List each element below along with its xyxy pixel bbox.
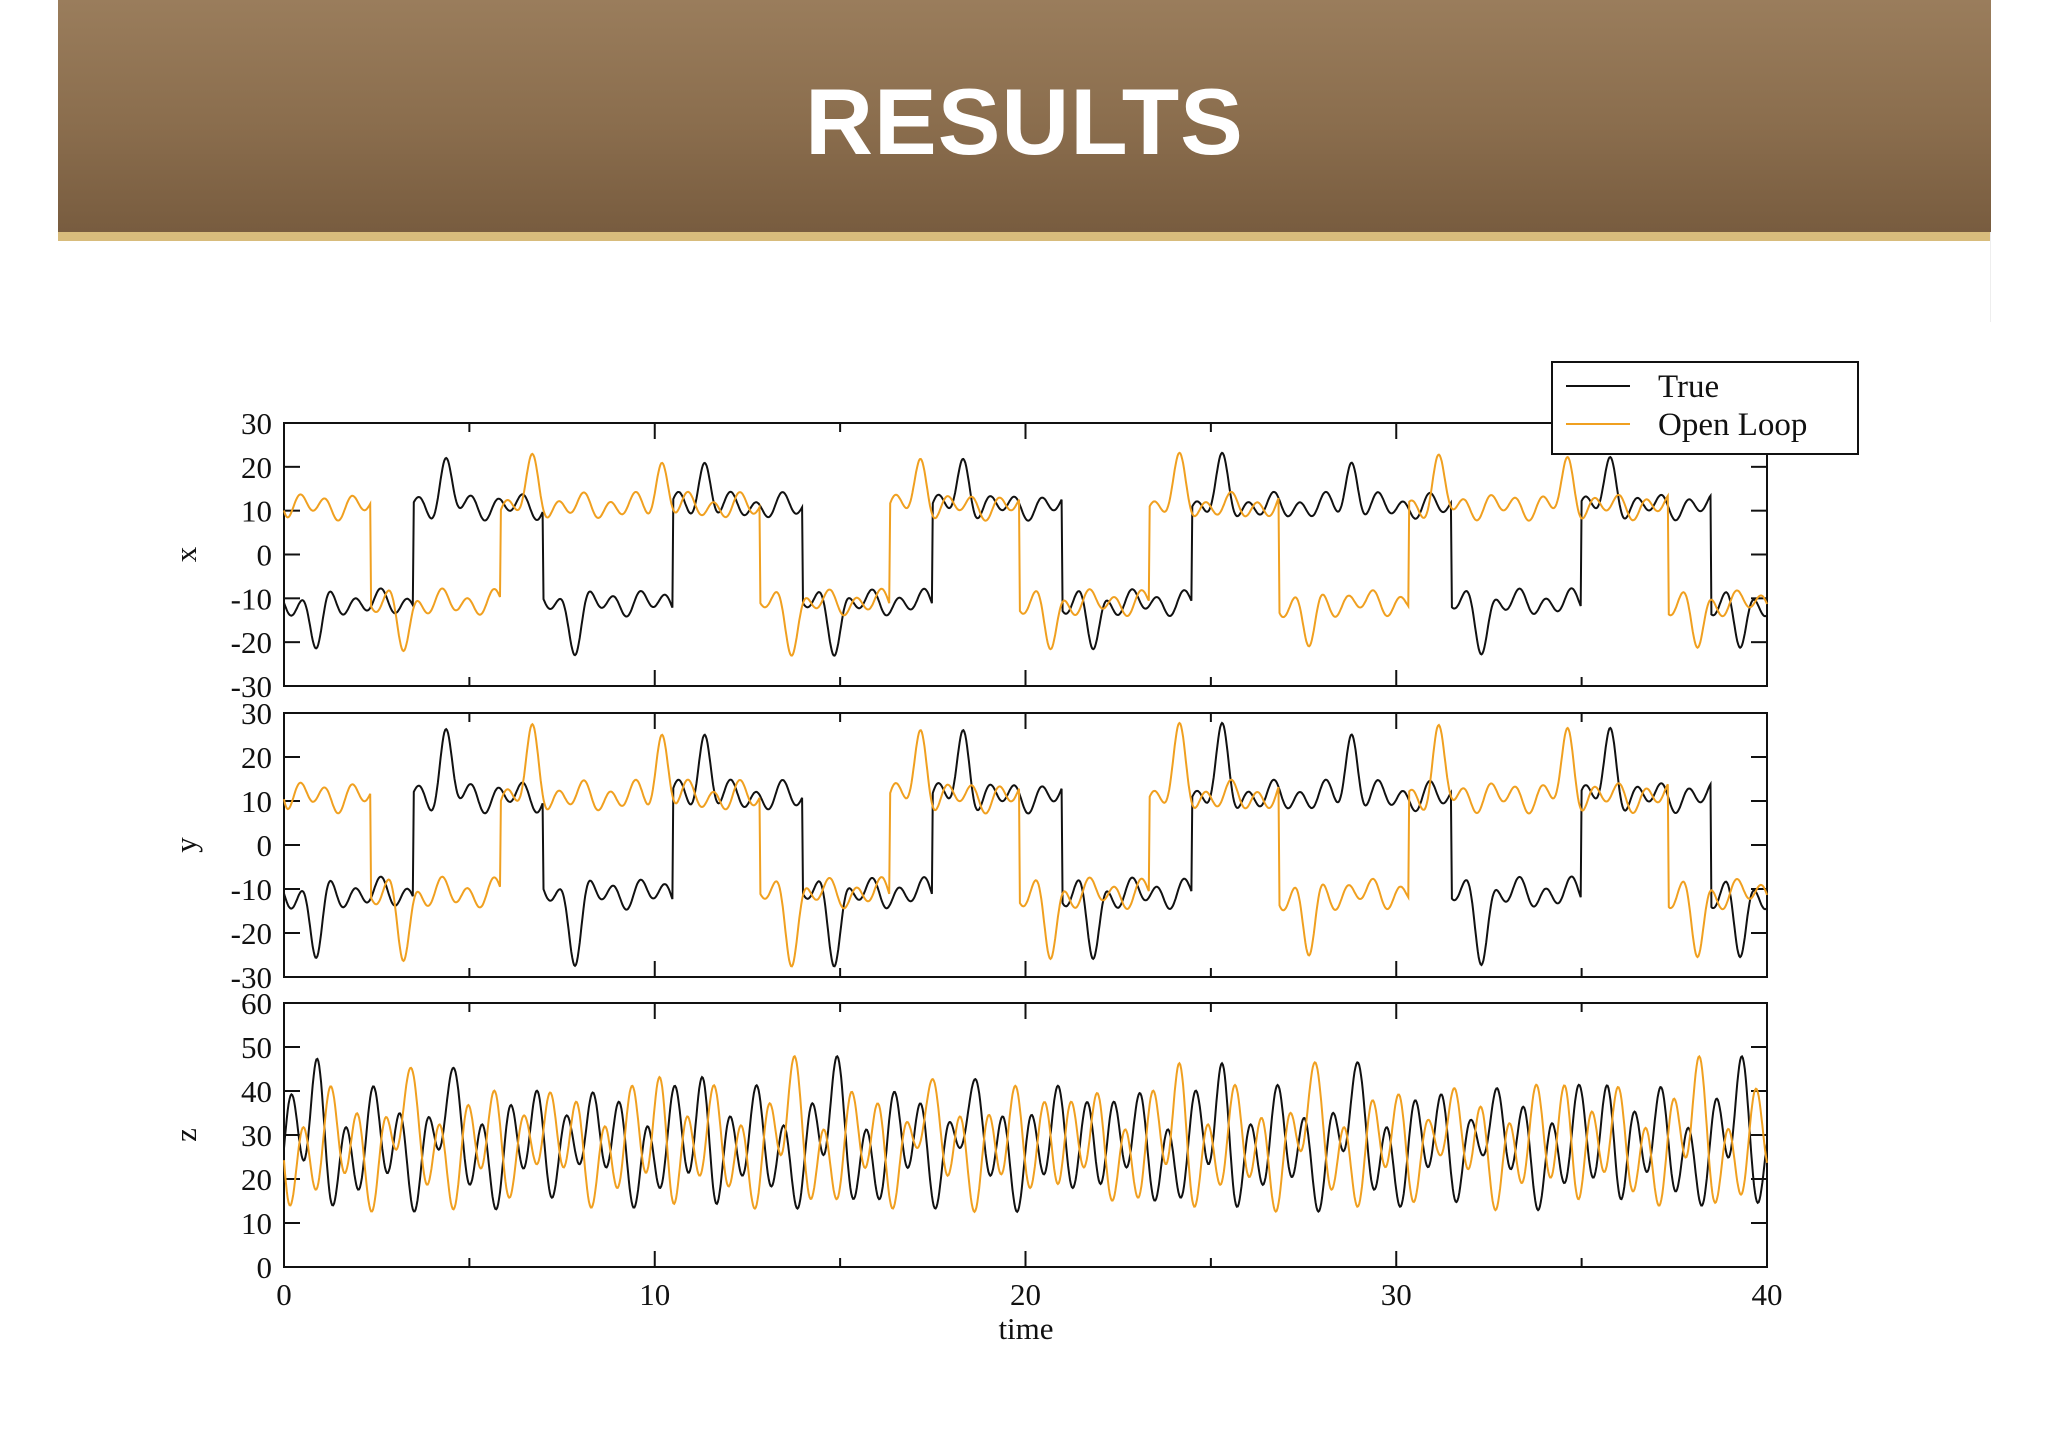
- slide-title: RESULTS: [805, 69, 1244, 174]
- slide-edge-line: [1990, 232, 1991, 322]
- legend: True Open Loop: [1551, 361, 1859, 455]
- panel-frame: [283, 1002, 1768, 1268]
- y-axis-title-x: x: [168, 546, 203, 562]
- y-tick-label: 20: [241, 450, 272, 485]
- y-tick-label: 50: [241, 1030, 272, 1065]
- y-tick-label: -20: [231, 625, 272, 660]
- y-axis-title-z: z: [168, 1128, 203, 1142]
- panel-x: 30 20 10 0 -10 -20 -30 x: [168, 406, 1768, 704]
- y-tick-label: 0: [257, 1250, 273, 1285]
- y-tick-label: 60: [241, 986, 272, 1021]
- x-tick-label: 10: [639, 1277, 670, 1312]
- panel-frame: [283, 422, 1768, 687]
- y-tick-label: 0: [257, 538, 273, 573]
- x-tick-label: 30: [1381, 1277, 1412, 1312]
- y-tick-label: 10: [241, 1206, 272, 1241]
- y-tick-label: 10: [241, 784, 272, 819]
- y-tick-label: -20: [231, 916, 272, 951]
- series-line-true-x: [283, 451, 1768, 657]
- y-tick-label: -10: [231, 872, 272, 907]
- x-tick-label: 40: [1752, 1277, 1783, 1312]
- panel-y: 30 20 10 0 -10 -20 -30 y: [168, 696, 1768, 995]
- title-band: RESULTS: [58, 0, 1991, 241]
- x-axis-title: time: [998, 1311, 1053, 1346]
- y-tick-label: 10: [241, 494, 272, 529]
- y-tick-label: 20: [241, 1162, 272, 1197]
- x-tick-label: 20: [1010, 1277, 1041, 1312]
- series-line-open-loop-y: [283, 721, 1768, 968]
- chart-panels: 30 20 10 0 -10 -20 -30 x 30 20 10 0 -10 -20 -30 y 60 50 40…: [168, 406, 1768, 1285]
- series-line-true-z: [283, 1054, 1768, 1214]
- series-line-open-loop-z: [283, 1054, 1768, 1214]
- y-tick-label: 30: [241, 406, 272, 441]
- y-tick-label: 0: [257, 828, 273, 863]
- legend-open-loop-label: Open Loop: [1658, 407, 1807, 443]
- legend-box: [1551, 361, 1859, 455]
- y-tick-label: 30: [241, 696, 272, 731]
- y-tick-label: 20: [241, 740, 272, 775]
- panel-z: 60 50 40 30 20 10 0 z: [168, 986, 1768, 1285]
- series-line-true-y: [283, 721, 1768, 968]
- y-tick-label: 30: [241, 1118, 272, 1153]
- y-tick-label: -30: [231, 669, 272, 704]
- y-tick-label: -10: [231, 581, 272, 616]
- x-axis: 0 10 20 30 40: [276, 1277, 1782, 1312]
- legend-true-label: True: [1658, 369, 1719, 405]
- panel-frame: [283, 712, 1768, 978]
- y-axis-title-y: y: [168, 837, 203, 853]
- y-tick-label: 40: [241, 1074, 272, 1109]
- x-tick-label: 0: [276, 1277, 292, 1312]
- series-line-open-loop-x: [283, 451, 1768, 657]
- y-tick-label: -30: [231, 960, 272, 995]
- title-underline: [58, 232, 1991, 241]
